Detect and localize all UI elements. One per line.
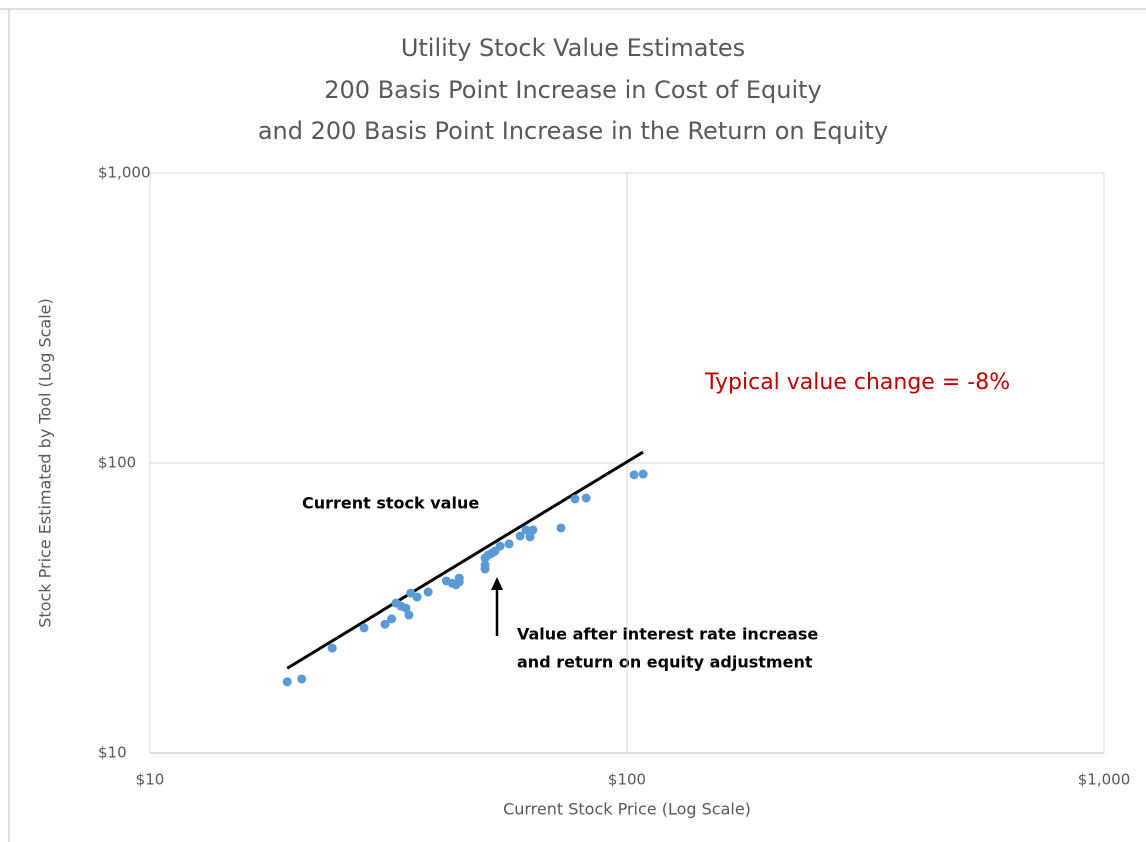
point (282, 677, 292, 687)
arrow-head (491, 577, 503, 590)
y-tick-label: $1,000 (98, 164, 151, 182)
point (423, 587, 433, 597)
annotation: Typical value change = -8% (704, 370, 1010, 395)
point (387, 614, 397, 624)
point (454, 573, 464, 583)
chart-title: 200 Basis Point Increase in Cost of Equi… (324, 76, 821, 104)
point (638, 469, 648, 479)
annotation: Current stock value (302, 494, 479, 513)
y-tick-label: $100 (98, 454, 136, 472)
point (525, 532, 535, 542)
annotation: and return on equity adjustment (517, 653, 813, 672)
annotation: Value after interest rate increase (517, 625, 818, 644)
point (570, 494, 580, 504)
point (556, 523, 566, 533)
y-axis-label: Stock Price Estimated by Tool (Log Scale… (36, 298, 55, 627)
point (359, 623, 369, 633)
point (412, 592, 422, 602)
point (521, 525, 531, 535)
point (327, 643, 337, 653)
chart-title: and 200 Basis Point Increase in the Retu… (258, 117, 888, 145)
point (297, 674, 307, 684)
x-tick-label: $1,000 (1078, 771, 1131, 789)
x-axis-label: Current Stock Price (Log Scale) (503, 800, 751, 819)
point (480, 560, 490, 570)
y-tick-label: $10 (98, 744, 127, 762)
point (380, 619, 390, 629)
point (504, 539, 514, 549)
point (404, 610, 414, 620)
point (528, 525, 538, 535)
x-tick-label: $100 (608, 771, 646, 789)
x-tick-label: $10 (136, 771, 165, 789)
trend-line (286, 450, 644, 670)
chart-title: Utility Stock Value Estimates (401, 34, 745, 62)
point (401, 603, 411, 613)
point (581, 493, 591, 503)
point (515, 531, 525, 541)
point (495, 541, 505, 551)
point (629, 470, 639, 480)
